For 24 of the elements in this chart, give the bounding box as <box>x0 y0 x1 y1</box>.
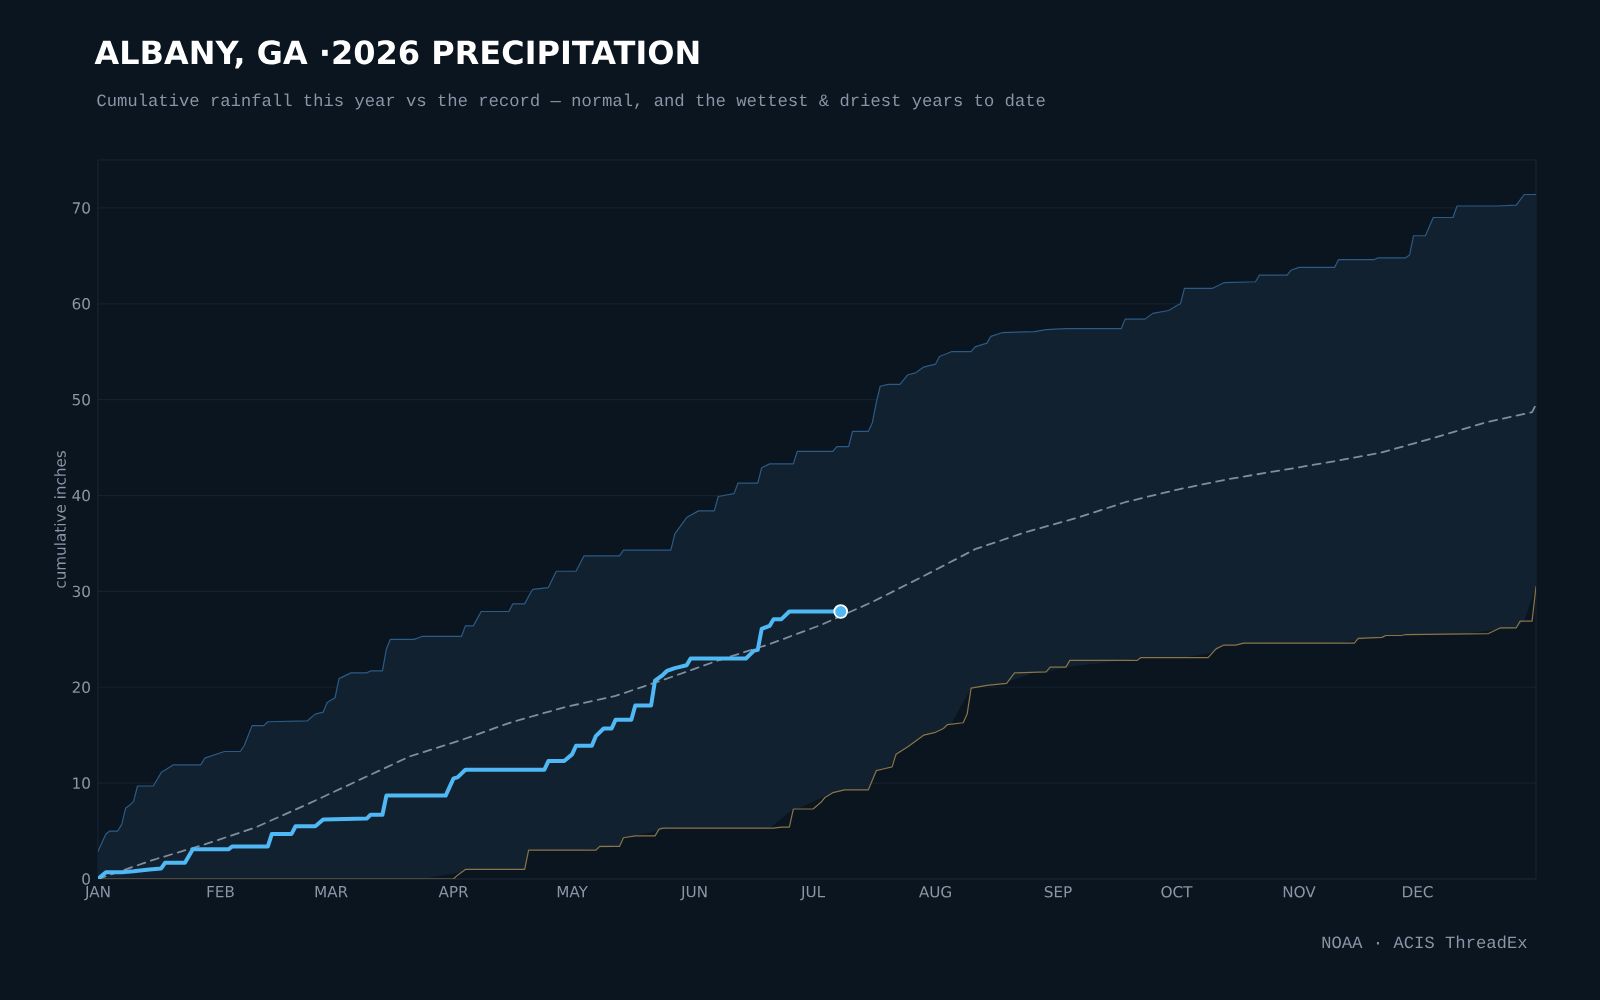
y-tick-label: 60 <box>72 298 90 310</box>
y-tick-label: 20 <box>72 681 90 694</box>
y-axis-title: cumulative inches <box>54 451 66 588</box>
x-tick-label: MAY <box>557 886 588 898</box>
y-tick-label: 10 <box>73 777 90 789</box>
y-tick-label: 70 <box>72 202 90 214</box>
x-tick-label: AUG <box>919 886 951 898</box>
y-tick-label: 30 <box>72 585 90 598</box>
x-tick-label: APR <box>438 886 469 898</box>
chart-subtitle: Cumulative rainfall this year vs the record — normal, and the wettest & driest years to date <box>97 93 1045 110</box>
x-tick-label: JUL <box>800 886 826 901</box>
x-tick-label: OCT <box>1161 886 1193 898</box>
x-tick-label: DEC <box>1403 886 1433 898</box>
x-tick-label: JAN <box>84 886 110 901</box>
y-tick-label: 40 <box>72 489 90 502</box>
chart-title: ALBANY, GA ·2026 PRECIPITATION <box>94 40 699 69</box>
x-tick-label: MAR <box>315 886 348 898</box>
text: NOAA · ACIS ThreadEx <box>1322 935 1527 949</box>
y-tick-label: 0 <box>82 873 90 885</box>
x-tick-label: NOV <box>1283 886 1316 898</box>
x-tick-label: FEB <box>207 886 234 898</box>
y-tick-label: 50 <box>72 393 90 406</box>
x-tick-label: SEP <box>1044 886 1072 898</box>
x-tick-label: JUN <box>680 886 707 901</box>
